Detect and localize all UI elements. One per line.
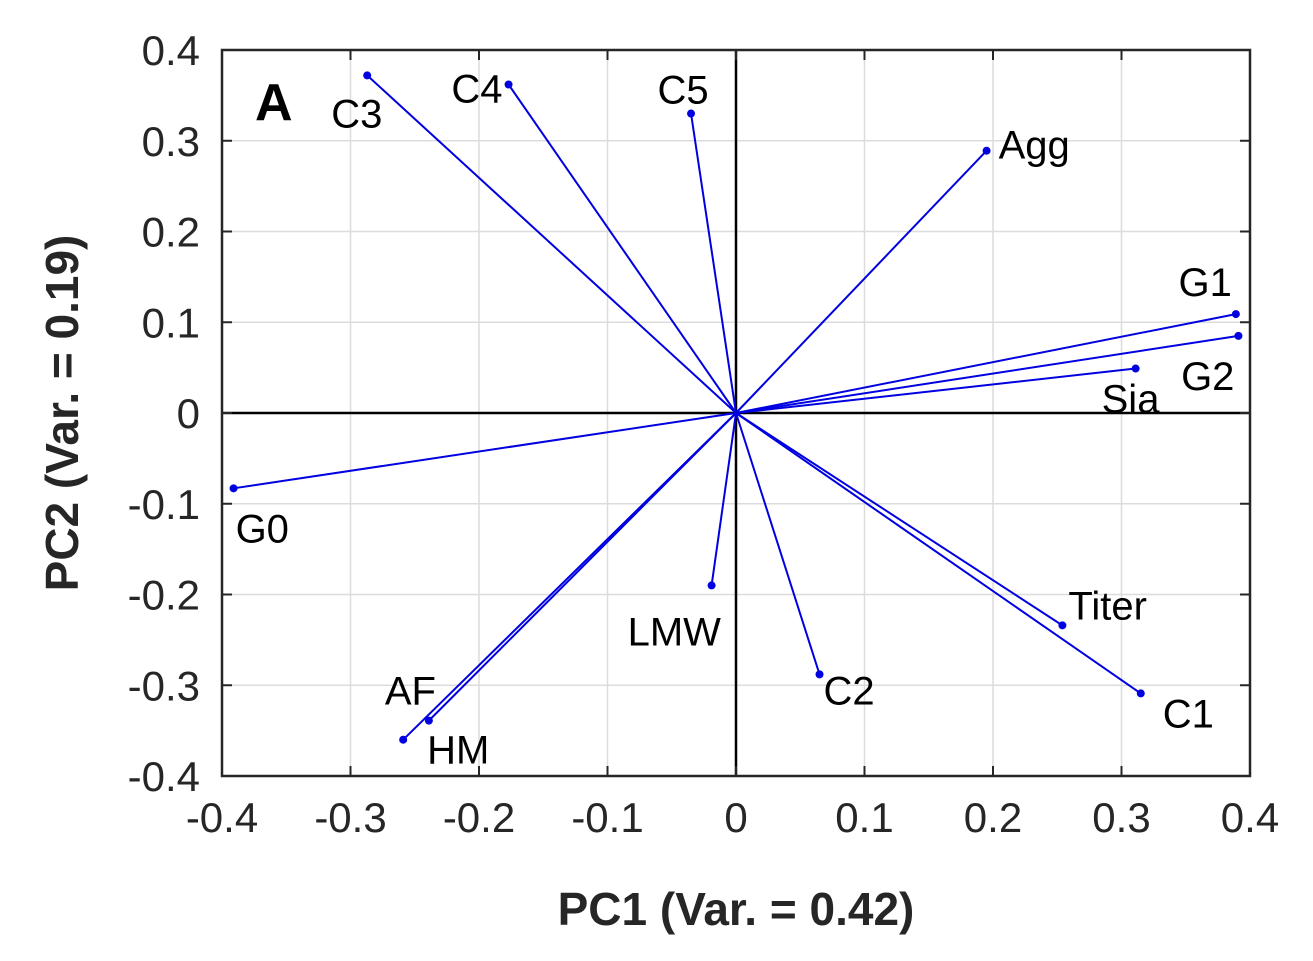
y-axis-title: PC2 (Var. = 0.19) bbox=[36, 235, 88, 592]
vector-label-agg: Agg bbox=[999, 124, 1070, 168]
vector-line-g1 bbox=[735, 313, 1237, 414]
x-tick-label: 0.4 bbox=[1221, 794, 1279, 841]
vector-line-c4 bbox=[507, 83, 737, 414]
x-tick-label: -0.2 bbox=[443, 794, 515, 841]
vector-line-c5 bbox=[690, 113, 737, 414]
vector-label-g1: G1 bbox=[1179, 261, 1232, 305]
vector-point-hm bbox=[399, 735, 408, 744]
x-tick-label: -0.1 bbox=[571, 794, 643, 841]
vector-label-g2: G2 bbox=[1181, 355, 1234, 399]
vector-label-g0: G0 bbox=[236, 507, 289, 551]
y-tick-label: -0.2 bbox=[128, 572, 200, 619]
y-tick-label: 0 bbox=[177, 390, 200, 437]
x-tick-label: 0.2 bbox=[964, 794, 1022, 841]
vector-label-lmw: LMW bbox=[628, 610, 722, 654]
x-tick-label: -0.4 bbox=[186, 794, 258, 841]
vector-label-hm: HM bbox=[427, 729, 489, 773]
vector-point-g2 bbox=[1234, 331, 1243, 340]
vector-line-c3 bbox=[366, 74, 737, 414]
vector-label-c4: C4 bbox=[451, 67, 502, 111]
vector-point-c4 bbox=[504, 80, 513, 89]
vector-point-c2 bbox=[815, 670, 824, 679]
vector-label-c1: C1 bbox=[1163, 692, 1214, 736]
y-tick-label: 0.1 bbox=[142, 299, 200, 346]
vector-line-g0 bbox=[233, 412, 737, 490]
panel-label: A bbox=[255, 74, 293, 132]
vector-label-c5: C5 bbox=[657, 69, 708, 113]
vector-label-af: AF bbox=[385, 670, 436, 714]
axis-ticks: -0.4 -0.3 -0.2 -0.1 0 0.1 0.2 0.3 0.4 0.4 0.3 0.2 0.… bbox=[128, 27, 1280, 841]
vector-line-lmw bbox=[710, 412, 737, 586]
vector-point-titer bbox=[1058, 621, 1067, 630]
vector-point-agg bbox=[982, 146, 991, 155]
vector-line-c2 bbox=[735, 412, 821, 675]
vector-point-lmw bbox=[707, 581, 716, 590]
vector-point-g1 bbox=[1231, 310, 1240, 319]
vector-line-g2 bbox=[735, 334, 1239, 414]
x-axis-title: PC1 (Var. = 0.42) bbox=[558, 883, 915, 935]
y-tick-label: -0.4 bbox=[128, 753, 200, 800]
x-tick-label: -0.3 bbox=[314, 794, 386, 841]
y-tick-label: 0.4 bbox=[142, 27, 200, 74]
vector-line-agg bbox=[735, 150, 988, 414]
vector-line-titer bbox=[735, 412, 1063, 627]
vector-label-c3: C3 bbox=[331, 92, 382, 136]
x-tick-label: 0.1 bbox=[835, 794, 893, 841]
vector-line-c1 bbox=[735, 412, 1142, 695]
y-tick-label: 0.2 bbox=[142, 209, 200, 256]
vector-line-sia bbox=[735, 367, 1136, 414]
y-tick-label: 0.3 bbox=[142, 118, 200, 165]
vector-point-g0 bbox=[229, 484, 238, 493]
x-tick-label: 0.3 bbox=[1092, 794, 1150, 841]
vector-label-sia: Sia bbox=[1102, 378, 1161, 422]
y-tick-label: -0.3 bbox=[128, 662, 200, 709]
vector-line-hm bbox=[402, 412, 737, 741]
y-tick-label: -0.1 bbox=[128, 481, 200, 528]
vector-point-sia bbox=[1131, 364, 1140, 373]
vector-point-c1 bbox=[1136, 689, 1145, 698]
vector-point-c3 bbox=[363, 71, 372, 80]
vector-point-c5 bbox=[687, 109, 696, 118]
vector-label-titer: Titer bbox=[1068, 584, 1147, 628]
vector-label-c2: C2 bbox=[824, 669, 875, 713]
x-tick-label: 0 bbox=[724, 794, 747, 841]
loading-vectors: C3 C4 C5 Agg G1 G2 Sia G0 LMW C2 Titer C1 AF HM bbox=[229, 67, 1243, 773]
vector-point-af bbox=[424, 716, 433, 725]
